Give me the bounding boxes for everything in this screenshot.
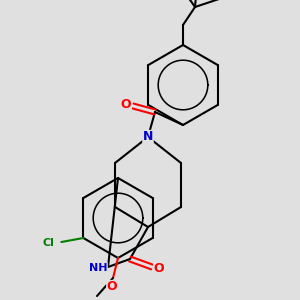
Text: N: N — [143, 130, 153, 143]
Text: O: O — [121, 98, 131, 112]
Text: Cl: Cl — [42, 238, 54, 248]
Text: O: O — [154, 262, 164, 275]
Text: O: O — [107, 280, 117, 293]
Text: NH: NH — [89, 263, 107, 273]
